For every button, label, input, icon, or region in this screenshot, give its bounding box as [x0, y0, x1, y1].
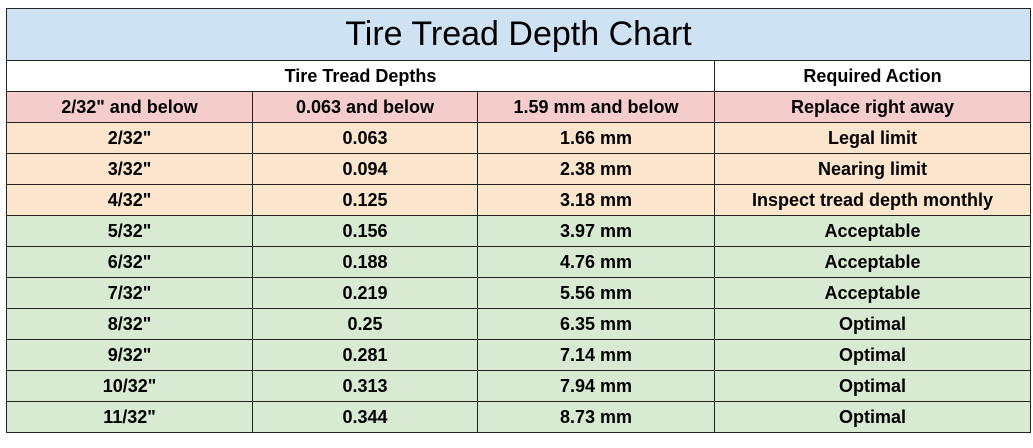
table-cell: 11/32": [6, 401, 253, 433]
table-title: Tire Tread Depth Chart: [5, 8, 1032, 61]
table-cell: Optimal: [713, 308, 1032, 340]
table-row: 4/32" 0.125 3.18 mm Inspect tread depth mon…: [6, 184, 1032, 216]
table-cell: Legal limit: [713, 122, 1032, 154]
action-header: Required Action: [713, 60, 1032, 92]
title-row: Tire Tread Depth Chart: [5, 8, 1032, 61]
table-cell: 0.219: [252, 277, 478, 309]
table-cell: 7/32": [6, 277, 253, 309]
table-cell: 8/32": [6, 308, 253, 340]
table-cell: 0.25: [252, 308, 478, 340]
table-cell: 2.38 mm: [477, 153, 715, 185]
table-cell: 0.344: [252, 401, 478, 433]
table-cell: 7.94 mm: [477, 370, 715, 402]
table-row: 10/32" 0.313 7.94 mm Optimal: [6, 370, 1032, 402]
table-cell: 0.156: [252, 215, 478, 247]
header-row: Tire Tread Depths Required Action: [6, 60, 1032, 92]
table-row: 11/32" 0.344 8.73 mm Optimal: [6, 401, 1032, 433]
table-cell: 0.063: [252, 122, 478, 154]
table-cell: Acceptable: [713, 277, 1032, 309]
table-row: 7/32" 0.219 5.56 mm Acceptable: [6, 277, 1032, 309]
table-cell: 2/32": [6, 122, 253, 154]
table-cell: 5/32": [6, 215, 253, 247]
table-row: 5/32" 0.156 3.97 mm Acceptable: [6, 215, 1032, 247]
table-cell: 1.66 mm: [477, 122, 715, 154]
table-cell: 10/32": [6, 370, 253, 402]
table-cell: 0.094: [252, 153, 478, 185]
table-cell: Optimal: [713, 401, 1032, 433]
table-cell: 6.35 mm: [477, 308, 715, 340]
table-cell: Optimal: [713, 370, 1032, 402]
tread-table: Tire Tread Depth Chart Tire Tread Depths…: [5, 8, 1032, 433]
table-cell: Acceptable: [713, 246, 1032, 278]
table-cell: 0.313: [252, 370, 478, 402]
table-row: 2/32" and below 0.063 and below 1.59 mm an…: [6, 91, 1032, 123]
table-cell: Inspect tread depth monthly: [713, 184, 1032, 216]
table-cell: 5.56 mm: [477, 277, 715, 309]
table-cell: 2/32" and below: [6, 91, 253, 123]
table-cell: 6/32": [6, 246, 253, 278]
table-row: 8/32" 0.25 6.35 mm Optimal: [6, 308, 1032, 340]
table-cell: 8.73 mm: [477, 401, 715, 433]
table-cell: 0.125: [252, 184, 478, 216]
table-cell: 4/32": [6, 184, 253, 216]
table-cell: 0.188: [252, 246, 478, 278]
group-header: Tire Tread Depths: [6, 60, 715, 92]
table-cell: Nearing limit: [713, 153, 1032, 185]
table-row: 9/32" 0.281 7.14 mm Optimal: [6, 339, 1032, 371]
table-cell: Optimal: [713, 339, 1032, 371]
table-cell: Acceptable: [713, 215, 1032, 247]
table-cell: Replace right away: [713, 91, 1032, 123]
table-cell: 3/32": [6, 153, 253, 185]
table-cell: 3.97 mm: [477, 215, 715, 247]
table-row: 2/32" 0.063 1.66 mm Legal limit: [6, 122, 1032, 154]
table-cell: 4.76 mm: [477, 246, 715, 278]
table-row: 3/32" 0.094 2.38 mm Nearing limit: [6, 153, 1032, 185]
table-cell: 0.063 and below: [252, 91, 478, 123]
table-cell: 3.18 mm: [477, 184, 715, 216]
table-cell: 7.14 mm: [477, 339, 715, 371]
table-cell: 1.59 mm and below: [477, 91, 715, 123]
table-cell: 9/32": [6, 339, 253, 371]
table-row: 6/32" 0.188 4.76 mm Acceptable: [6, 246, 1032, 278]
table-cell: 0.281: [252, 339, 478, 371]
